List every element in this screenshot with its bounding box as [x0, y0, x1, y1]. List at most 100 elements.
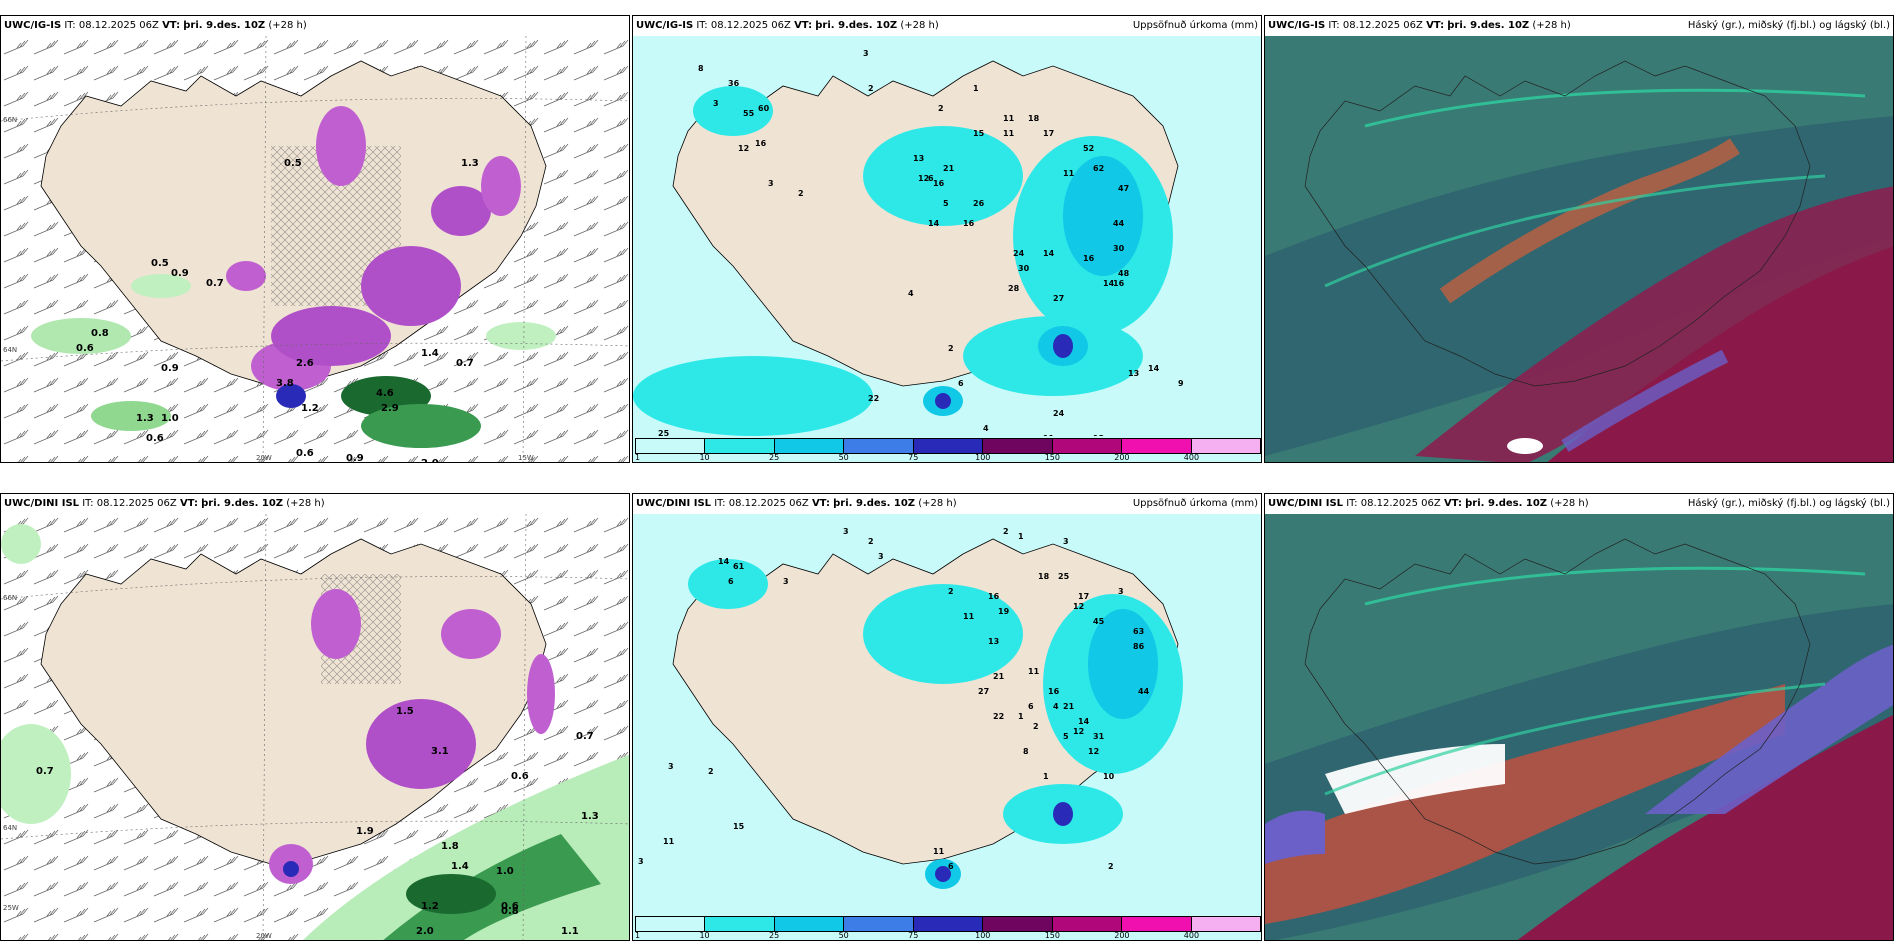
precip-value-label: 13 — [913, 154, 924, 163]
precip-value-label: 12 — [1093, 434, 1104, 436]
svg-text:0.6: 0.6 — [511, 771, 529, 782]
precip-value-label: 2 — [1108, 862, 1114, 871]
init-time: 08.12.2025 06Z — [728, 498, 809, 509]
svg-text:0.9: 0.9 — [346, 453, 364, 463]
svg-text:1.5: 1.5 — [396, 706, 414, 717]
precip-value-label: 48 — [1118, 269, 1130, 278]
panel-title: UWC/DINI ISL IT: 08.12.2025 06Z VT: þri.… — [633, 494, 1261, 514]
precip-value-label: 14 — [1043, 249, 1055, 258]
precip-value-label: 5 — [943, 199, 949, 208]
colorbar-cell — [1052, 917, 1123, 931]
precip-value-label: 22 — [993, 712, 1004, 721]
precip-value-label: 19 — [998, 607, 1010, 616]
precip-value-label: 3 — [843, 527, 849, 536]
precip-value-label: 10 — [1103, 772, 1115, 781]
lat-label-64n: 64N — [3, 824, 18, 832]
precip-value-label: 11 — [663, 837, 675, 846]
precip-value-label: 2 — [1033, 722, 1039, 731]
precip-value-label: 6 — [958, 379, 964, 388]
precip-value-label: 27 — [1053, 294, 1064, 303]
panel-subtitle: Uppsöfnuð úrkoma (mm) — [1132, 498, 1258, 509]
precip-value-label: 16 — [755, 139, 767, 148]
colorbar-cell — [1122, 439, 1192, 453]
svg-text:2.0: 2.0 — [421, 458, 439, 463]
precip-value-label: 52 — [1083, 144, 1094, 153]
svg-text:1.4: 1.4 — [451, 861, 469, 872]
accum-precip-map-top — [633, 36, 1261, 462]
it-label: IT: — [714, 498, 726, 509]
lon-label-20w: 20W — [256, 454, 272, 462]
model-name: UWC/IG-IS — [636, 20, 694, 31]
precip-value-label: 25 — [658, 429, 670, 436]
colorbar-cell — [983, 917, 1053, 931]
precip-value-label: 1 — [1018, 712, 1024, 721]
precip-value-label: 8 — [1023, 747, 1029, 756]
precip-value-label: 21 — [1063, 702, 1075, 711]
precip-value-label: 16 — [933, 179, 945, 188]
precip-value-label: 12 — [1073, 727, 1084, 736]
precip-value-label: 2 — [868, 537, 874, 546]
precip-value-label: 28 — [1008, 284, 1020, 293]
precip-value-label: 12 — [918, 174, 929, 183]
valid-time: þri. 9.des. 10Z — [183, 20, 266, 31]
precip-value-label: 11 — [1003, 114, 1015, 123]
colorbar-cell — [774, 917, 845, 931]
panel-title: UWC/DINI ISL IT: 08.12.2025 06Z VT: þri.… — [1, 494, 629, 514]
model-name: UWC/DINI ISL — [636, 498, 712, 509]
panel-subtitle: Háský (gr.), miðský (fj.bl.) og lágský (… — [1687, 20, 1890, 31]
it-label: IT: — [696, 20, 708, 31]
panel-igis-wind-precip: UWC/IG-IS IT: 08.12.2025 06Z VT: þri. 9.… — [0, 15, 630, 463]
it-label: IT: — [1346, 498, 1358, 509]
precip-value-label: 1 — [1043, 772, 1049, 781]
colorbar-cell — [844, 917, 914, 931]
svg-text:1.3: 1.3 — [461, 158, 479, 169]
colorbar-label: 50 — [838, 453, 849, 462]
precip-value-label: 13 — [1128, 369, 1139, 378]
precip-value-label: 24 — [1013, 249, 1025, 258]
vt-label: VT: — [794, 20, 813, 31]
wind-precip-map: 0.50.50.9 0.70.80.6 0.91.01.3 0.62.63.8 … — [1, 36, 629, 463]
precip-value-label: 14 — [1148, 364, 1160, 373]
precip-value-label: 2 — [708, 767, 714, 776]
precip-value-label: 1 — [973, 84, 979, 93]
precip-value-label: 6 — [728, 577, 734, 586]
precip-value-label: 2 — [948, 344, 954, 353]
precip-value-label: 12 — [1073, 602, 1084, 611]
init-time: 08.12.2025 06Z — [1342, 20, 1423, 31]
precip-value-label: 3 — [783, 577, 789, 586]
vt-label: VT: — [1443, 498, 1462, 509]
svg-text:0.8: 0.8 — [501, 906, 519, 917]
init-time: 08.12.2025 06Z — [96, 498, 177, 509]
precip-value-label: 30 — [1113, 244, 1125, 253]
vt-label: VT: — [179, 498, 198, 509]
colorbar-label: 400 — [1183, 453, 1200, 462]
vt-label: VT: — [811, 498, 830, 509]
colorbar-label: 25 — [769, 453, 780, 462]
colorbar-label: 75 — [908, 453, 919, 462]
precip-value-label: 3 — [638, 857, 644, 866]
precip-value-label: 11 — [1043, 434, 1055, 436]
colorbar-label: 10 — [699, 931, 710, 940]
panel-title: UWC/IG-IS IT: 08.12.2025 06Z VT: þri. 9.… — [1, 16, 629, 36]
colorbar-label: 100 — [975, 453, 991, 462]
precip-value-label: 11 — [933, 847, 945, 856]
precip-value-label: 2 — [1003, 527, 1009, 536]
svg-text:1.1: 1.1 — [561, 926, 579, 937]
model-name: UWC/IG-IS — [4, 20, 62, 31]
vt-label: VT: — [162, 20, 181, 31]
precip-value-label: 16 — [1048, 687, 1060, 696]
colorbar-cell — [636, 439, 706, 453]
colorbar-label: 1 — [635, 931, 641, 940]
panel-title: UWC/IG-IS IT: 08.12.2025 06Z VT: þri. 9.… — [633, 16, 1261, 36]
cloud-cover-map-bottom — [1265, 514, 1893, 940]
svg-text:2.6: 2.6 — [296, 358, 314, 369]
wind-precip-map-bottom: 0.7 0.60.7 1.31.82.0 0.61.01.5 3.10.81.2 … — [1, 514, 629, 940]
svg-text:0.5: 0.5 — [284, 158, 302, 169]
colorbar-cell — [844, 439, 914, 453]
svg-text:1.3: 1.3 — [581, 811, 599, 822]
precip-value-label: 27 — [978, 687, 989, 696]
precip-value-label: 22 — [868, 394, 879, 403]
precip-value-label: 14 — [928, 219, 940, 228]
colorbar-cell — [1122, 917, 1192, 931]
colorbar-cell — [705, 439, 775, 453]
